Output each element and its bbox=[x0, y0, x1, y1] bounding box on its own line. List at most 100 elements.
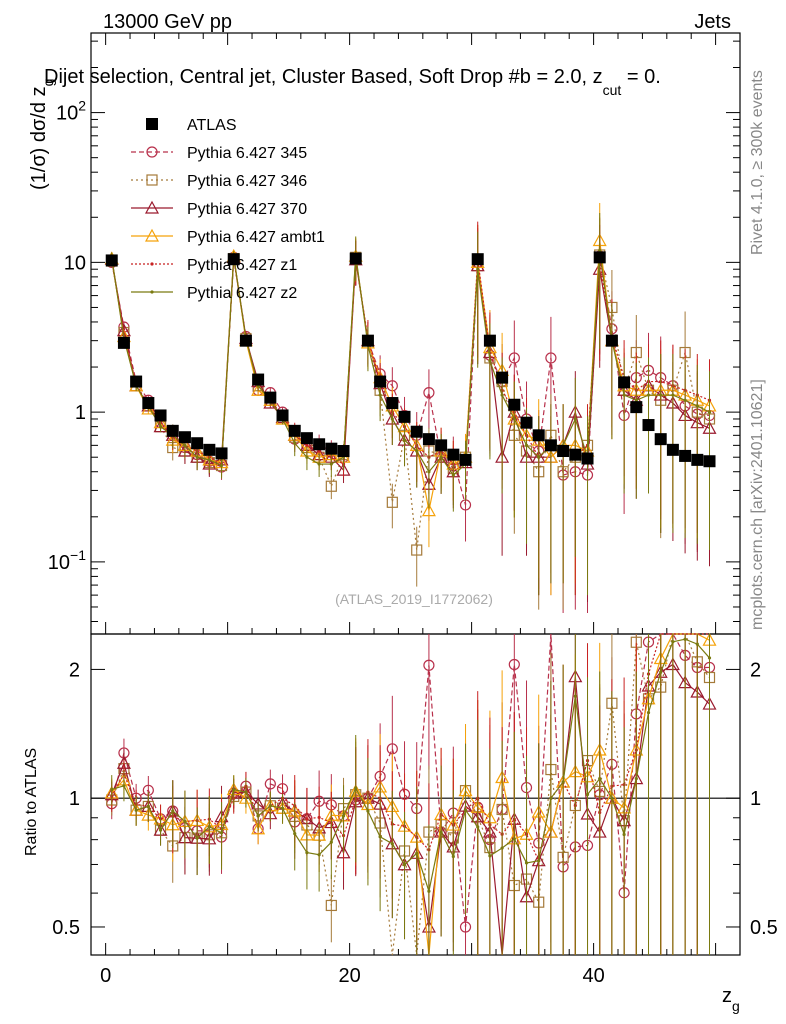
ratio-point bbox=[508, 658, 520, 671]
ratio-point bbox=[317, 815, 321, 820]
ratio-point bbox=[341, 814, 346, 818]
ratio-point bbox=[354, 786, 358, 790]
data-point bbox=[325, 442, 338, 455]
y-tick-label-main: 1 bbox=[75, 402, 86, 424]
ratio-point bbox=[122, 784, 126, 788]
data-point bbox=[488, 359, 492, 363]
legend-label: Pythia 6.427 370 bbox=[187, 201, 307, 218]
data-point bbox=[508, 398, 521, 411]
data-point bbox=[402, 438, 407, 442]
ratio-point bbox=[293, 831, 297, 836]
ratio-point bbox=[573, 694, 577, 698]
data-point bbox=[374, 375, 387, 388]
legend-label: Pythia 6.427 z1 bbox=[187, 257, 297, 274]
y-tick-label-ratio: 1 bbox=[69, 788, 80, 810]
ratio-point bbox=[317, 853, 321, 857]
data-point bbox=[195, 455, 199, 459]
ratio-point bbox=[219, 831, 224, 835]
data-point bbox=[415, 449, 419, 453]
x-tick-label: 20 bbox=[338, 965, 360, 987]
legend-entry: ATLAS bbox=[146, 117, 237, 134]
data-point bbox=[300, 432, 313, 445]
ratio-point bbox=[195, 836, 199, 840]
ratio-point bbox=[646, 710, 651, 715]
data-point bbox=[598, 248, 602, 253]
data-point bbox=[325, 480, 337, 492]
ratio-series-line bbox=[111, 633, 710, 956]
ratio-point bbox=[585, 792, 590, 797]
ratio-point bbox=[439, 830, 443, 834]
data-point bbox=[264, 391, 277, 404]
data-point bbox=[630, 401, 643, 414]
data-point bbox=[390, 417, 394, 421]
ratio-point bbox=[622, 832, 626, 837]
legend-label: Pythia 6.427 345 bbox=[187, 145, 307, 162]
data-point bbox=[215, 447, 228, 460]
data-point bbox=[386, 397, 399, 410]
data-point bbox=[695, 404, 699, 408]
legend-entry: Pythia 6.427 345 bbox=[131, 145, 307, 162]
ratio-point bbox=[671, 640, 675, 644]
data-point bbox=[219, 463, 224, 468]
ratio-point bbox=[268, 804, 272, 808]
ratio-point bbox=[158, 828, 163, 832]
data-point bbox=[329, 462, 333, 466]
ratio-series-pythia-6-427-346 bbox=[106, 633, 716, 956]
ratio-series-line bbox=[111, 633, 710, 863]
data-point bbox=[459, 453, 472, 466]
ratio-point bbox=[305, 817, 309, 821]
data-point bbox=[423, 387, 435, 399]
data-point bbox=[476, 267, 480, 271]
data-point bbox=[410, 425, 423, 438]
ratio-point bbox=[390, 842, 394, 846]
ratio-point bbox=[683, 637, 687, 641]
plot-title: Dijet selection, Central jet, Cluster Ba… bbox=[44, 66, 661, 98]
legend-entry: Pythia 6.427 z2 bbox=[131, 285, 297, 302]
x-axis-title: zg bbox=[722, 985, 740, 1014]
data-point bbox=[573, 417, 577, 421]
ratio-point bbox=[402, 863, 407, 867]
data-point bbox=[252, 373, 265, 386]
series-pythia-6-427-z1 bbox=[110, 221, 712, 596]
ratio-point bbox=[244, 790, 248, 794]
data-point bbox=[605, 334, 618, 347]
data-point bbox=[545, 352, 557, 364]
data-point bbox=[178, 431, 191, 444]
ratio-point bbox=[610, 796, 614, 800]
data-point bbox=[130, 375, 143, 388]
data-point bbox=[447, 448, 460, 461]
ratio-point bbox=[500, 846, 504, 850]
data-point bbox=[227, 253, 240, 266]
data-point bbox=[569, 448, 582, 461]
data-point bbox=[154, 409, 167, 422]
data-point bbox=[622, 393, 626, 397]
legend-entry: Pythia 6.427 z1 bbox=[131, 257, 297, 274]
data-point bbox=[691, 453, 704, 466]
ratio-point bbox=[695, 642, 699, 646]
ratio-point bbox=[427, 889, 431, 893]
data-point bbox=[524, 443, 529, 447]
data-point bbox=[293, 441, 297, 445]
ratio-point bbox=[183, 819, 187, 824]
data-point bbox=[671, 393, 675, 397]
data-point bbox=[532, 429, 545, 442]
data-point bbox=[646, 393, 651, 397]
ratio-point bbox=[264, 778, 276, 790]
ratio-point bbox=[659, 670, 663, 674]
ratio-point bbox=[305, 850, 309, 855]
data-point bbox=[471, 253, 484, 266]
legend-marker bbox=[150, 262, 154, 266]
data-point bbox=[313, 438, 326, 451]
data-point bbox=[520, 416, 533, 429]
legend-label: Pythia 6.427 ambt1 bbox=[187, 229, 325, 246]
data-point bbox=[361, 334, 374, 347]
ratio-point bbox=[171, 809, 175, 813]
ratio-point bbox=[598, 777, 602, 781]
legend-marker bbox=[146, 118, 158, 130]
data-point bbox=[703, 455, 716, 468]
ratio-point bbox=[707, 656, 712, 660]
reference-analysis-label: (ATLAS_2019_I1772062) bbox=[335, 591, 493, 607]
legend-label: Pythia 6.427 346 bbox=[187, 173, 307, 190]
data-point bbox=[276, 409, 289, 422]
